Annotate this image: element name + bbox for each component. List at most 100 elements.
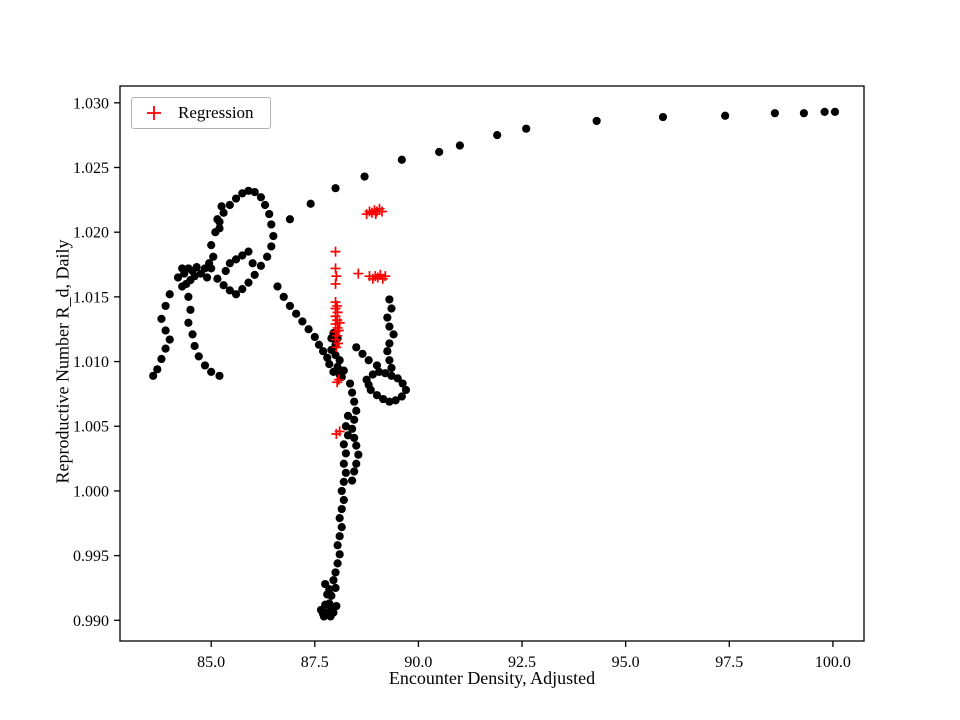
data-point-dot bbox=[165, 335, 174, 344]
data-point-dot bbox=[385, 322, 394, 331]
legend-regression-plus-icon bbox=[147, 106, 161, 120]
data-point-dot bbox=[329, 576, 338, 585]
data-point-dot bbox=[161, 344, 170, 353]
data-point-dot bbox=[401, 385, 411, 395]
data-point-dot bbox=[341, 468, 350, 477]
data-point-dot bbox=[325, 585, 334, 594]
data-point-dot bbox=[391, 396, 400, 405]
data-point-dot bbox=[267, 220, 276, 229]
data-point-dot bbox=[331, 184, 340, 193]
data-point-dot bbox=[770, 109, 779, 118]
data-point-dot bbox=[225, 286, 234, 295]
data-point-dot bbox=[319, 612, 329, 621]
y-tick-label: 1.005 bbox=[73, 419, 109, 436]
data-point-dot bbox=[350, 415, 359, 424]
y-tick-label: 1.030 bbox=[73, 95, 109, 112]
data-point-dot bbox=[360, 172, 369, 181]
data-point-dot bbox=[333, 541, 342, 550]
data-point-dot bbox=[273, 282, 282, 291]
data-point-dot bbox=[217, 202, 226, 211]
data-point-dot bbox=[219, 281, 228, 290]
data-point-dot bbox=[335, 513, 344, 523]
data-point-dot bbox=[372, 361, 382, 370]
regression-point-plus bbox=[331, 429, 342, 440]
data-point-dot bbox=[265, 209, 274, 219]
data-point-dot bbox=[333, 559, 342, 568]
data-point-dot bbox=[385, 397, 394, 406]
data-point-dot bbox=[188, 330, 197, 339]
data-point-dot bbox=[341, 449, 350, 458]
x-tick-label: 100.0 bbox=[815, 654, 851, 671]
data-point-dot bbox=[352, 441, 361, 450]
x-tick-label: 97.5 bbox=[715, 654, 743, 671]
data-point-dot bbox=[250, 270, 259, 279]
data-point-dot bbox=[493, 131, 502, 140]
data-point-dot bbox=[207, 367, 216, 377]
regression-point-plus bbox=[370, 209, 381, 220]
data-point-dot bbox=[830, 107, 840, 116]
regression-point-plus bbox=[353, 268, 364, 279]
data-point-dot bbox=[202, 273, 212, 282]
data-point-dot bbox=[343, 431, 353, 440]
legend-regression-label: Regression bbox=[178, 103, 254, 122]
y-axis-label: Reproductive Number R_d, Daily bbox=[52, 239, 73, 484]
y-tick-label: 1.010 bbox=[73, 354, 109, 371]
data-point-dot bbox=[398, 379, 407, 388]
data-point-dot bbox=[269, 231, 278, 241]
data-point-dot bbox=[178, 264, 187, 273]
data-point-dot bbox=[364, 356, 373, 365]
data-point-dot bbox=[335, 356, 344, 365]
data-point-dot bbox=[389, 330, 398, 339]
regression-point-plus bbox=[330, 278, 341, 289]
y-tick-label: 1.020 bbox=[73, 225, 109, 242]
data-point-dot bbox=[343, 411, 353, 420]
data-point-dot bbox=[348, 476, 357, 485]
data-point-dot bbox=[165, 290, 174, 299]
data-point-dot bbox=[157, 314, 166, 323]
data-point-dot bbox=[157, 354, 166, 364]
data-point-dot bbox=[207, 264, 216, 273]
data-point-dot bbox=[231, 194, 241, 203]
data-point-dot bbox=[325, 360, 334, 369]
data-point-dot bbox=[207, 241, 216, 250]
data-point-dot bbox=[263, 252, 272, 261]
x-tick-label: 92.5 bbox=[508, 654, 536, 671]
data-point-dot bbox=[350, 433, 359, 442]
data-point-dot bbox=[339, 495, 348, 505]
data-point-dot bbox=[387, 371, 396, 380]
data-point-dot bbox=[238, 189, 247, 198]
data-point-dot bbox=[256, 261, 266, 270]
data-point-dot bbox=[385, 295, 394, 304]
data-point-dot bbox=[221, 266, 230, 276]
data-point-dot bbox=[348, 424, 357, 433]
data-point-dot bbox=[314, 340, 324, 349]
data-point-dot bbox=[182, 279, 191, 289]
data-point-dot bbox=[194, 352, 203, 361]
data-point-dot bbox=[387, 363, 396, 373]
data-point-dot bbox=[279, 292, 288, 301]
data-point-dot bbox=[285, 301, 295, 311]
regression-point-plus bbox=[372, 272, 383, 283]
data-point-dot bbox=[231, 290, 241, 299]
data-point-dot bbox=[215, 224, 224, 233]
data-point-dot bbox=[372, 391, 382, 400]
data-point-dot bbox=[184, 292, 193, 301]
data-point-dot bbox=[161, 301, 170, 311]
data-point-dot bbox=[190, 272, 199, 281]
data-point-dot bbox=[364, 380, 373, 389]
data-point-dot bbox=[352, 459, 361, 468]
data-point-dot bbox=[209, 252, 218, 261]
data-point-dot bbox=[339, 440, 348, 449]
data-point-dot bbox=[799, 109, 808, 118]
data-point-dot bbox=[256, 193, 266, 202]
regression-point-plus bbox=[376, 206, 387, 217]
data-point-dot bbox=[329, 367, 338, 377]
y-tick-label: 1.025 bbox=[73, 160, 109, 177]
y-tick-label: 0.995 bbox=[73, 548, 109, 565]
data-point-dot bbox=[352, 406, 361, 415]
data-point-dot bbox=[329, 608, 338, 617]
data-point-dot bbox=[318, 347, 328, 356]
legend: Regression bbox=[131, 97, 271, 129]
data-point-dot bbox=[335, 550, 344, 559]
